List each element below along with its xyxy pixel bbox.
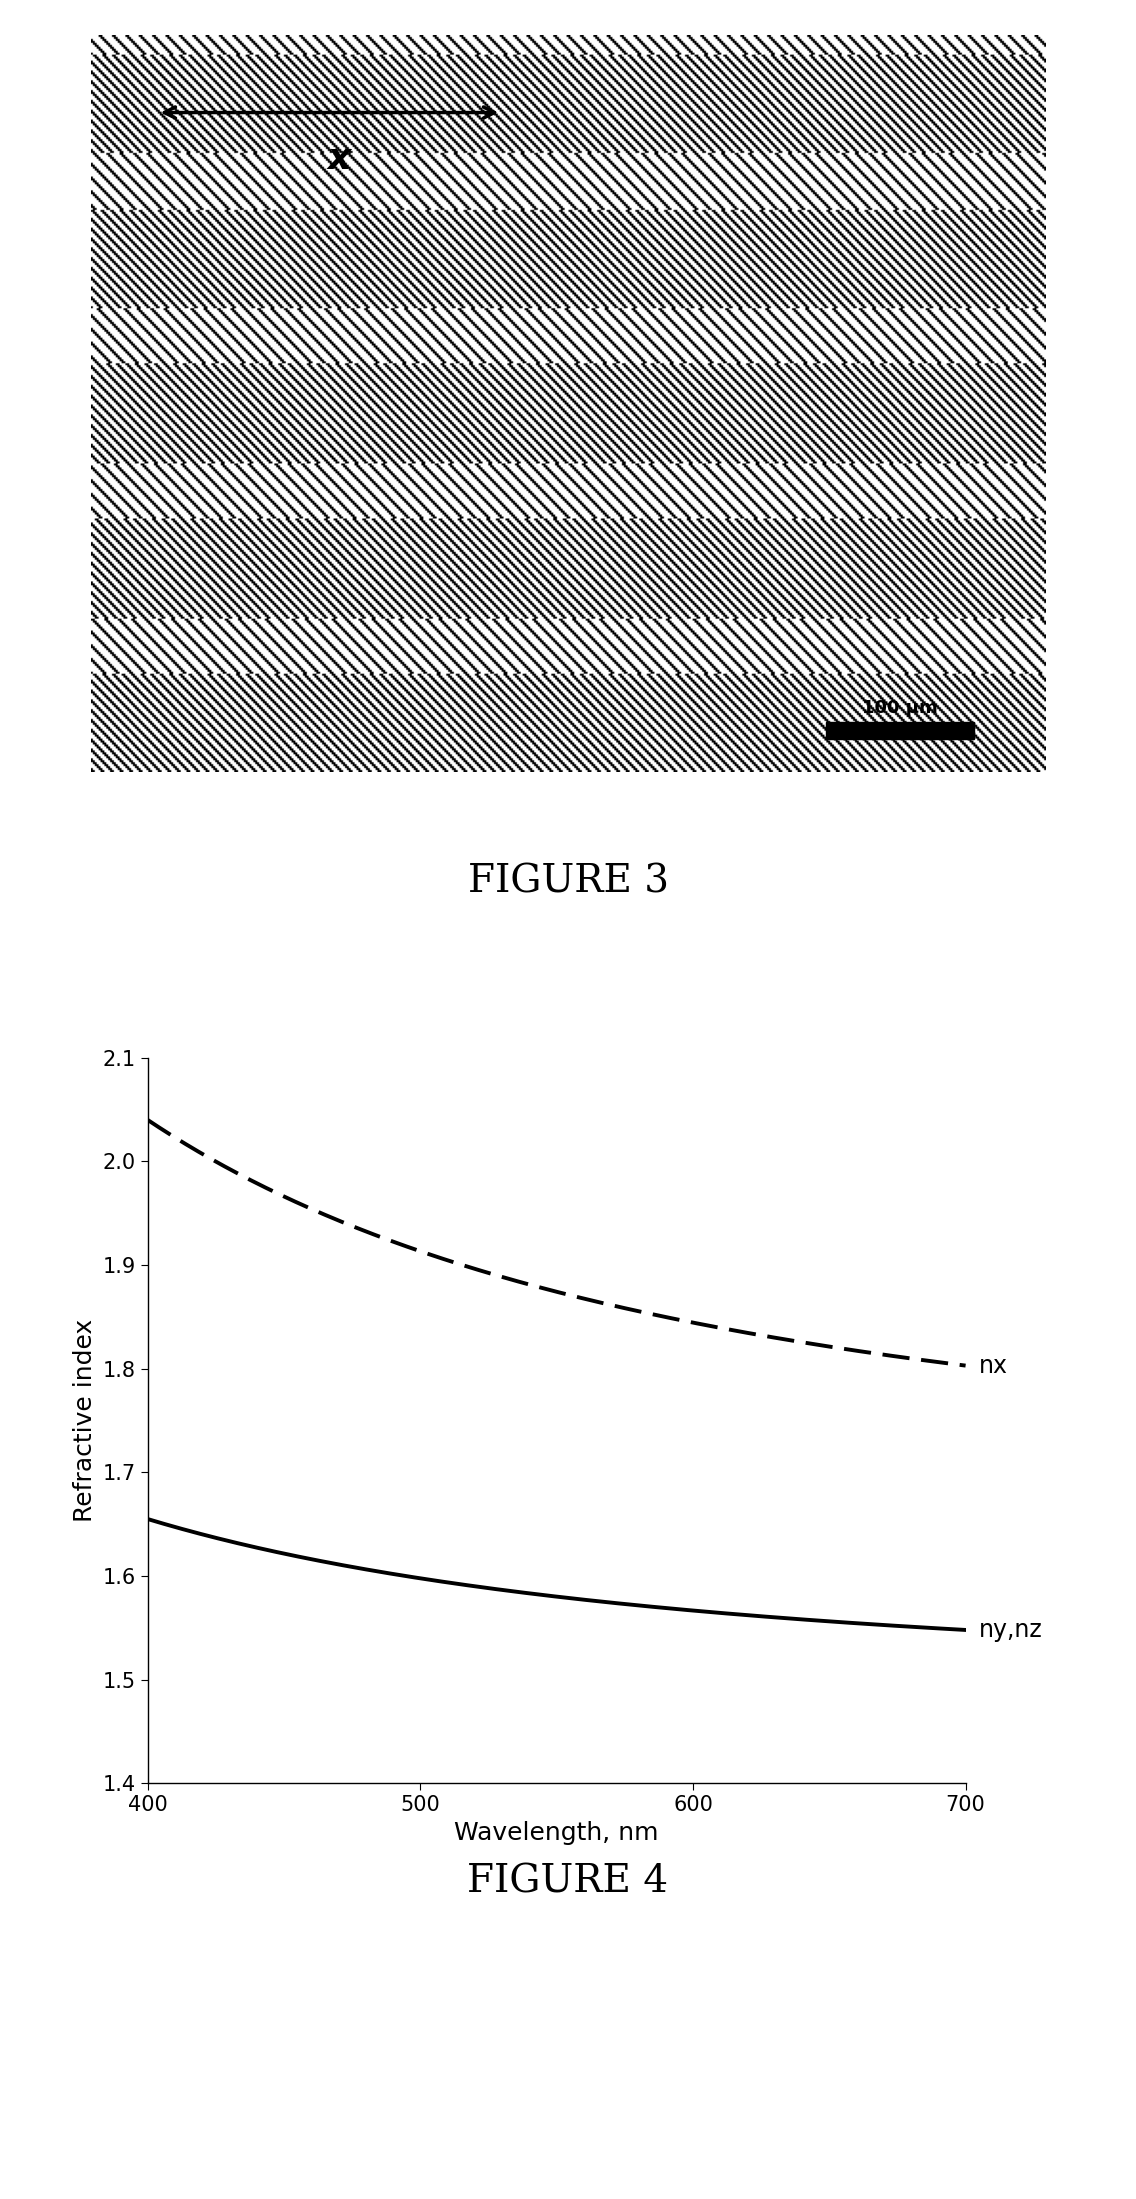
Y-axis label: Refractive index: Refractive index <box>73 1319 97 1522</box>
Bar <box>91 363 1045 462</box>
Text: FIGURE 4: FIGURE 4 <box>467 1865 669 1900</box>
Text: 100 μm: 100 μm <box>862 699 937 717</box>
X-axis label: Wavelength, nm: Wavelength, nm <box>454 1821 659 1845</box>
Text: nx: nx <box>979 1355 1009 1377</box>
Bar <box>91 154 1045 209</box>
Bar <box>91 53 1045 154</box>
Bar <box>91 462 1045 517</box>
Text: FIGURE 3: FIGURE 3 <box>468 864 668 899</box>
Bar <box>91 673 1045 772</box>
Bar <box>91 517 1045 618</box>
Text: ny,nz: ny,nz <box>979 1618 1043 1643</box>
Bar <box>91 308 1045 363</box>
Bar <box>91 35 1045 53</box>
Text: x: x <box>327 143 351 176</box>
Bar <box>91 209 1045 308</box>
Bar <box>826 723 974 739</box>
Bar <box>91 618 1045 673</box>
